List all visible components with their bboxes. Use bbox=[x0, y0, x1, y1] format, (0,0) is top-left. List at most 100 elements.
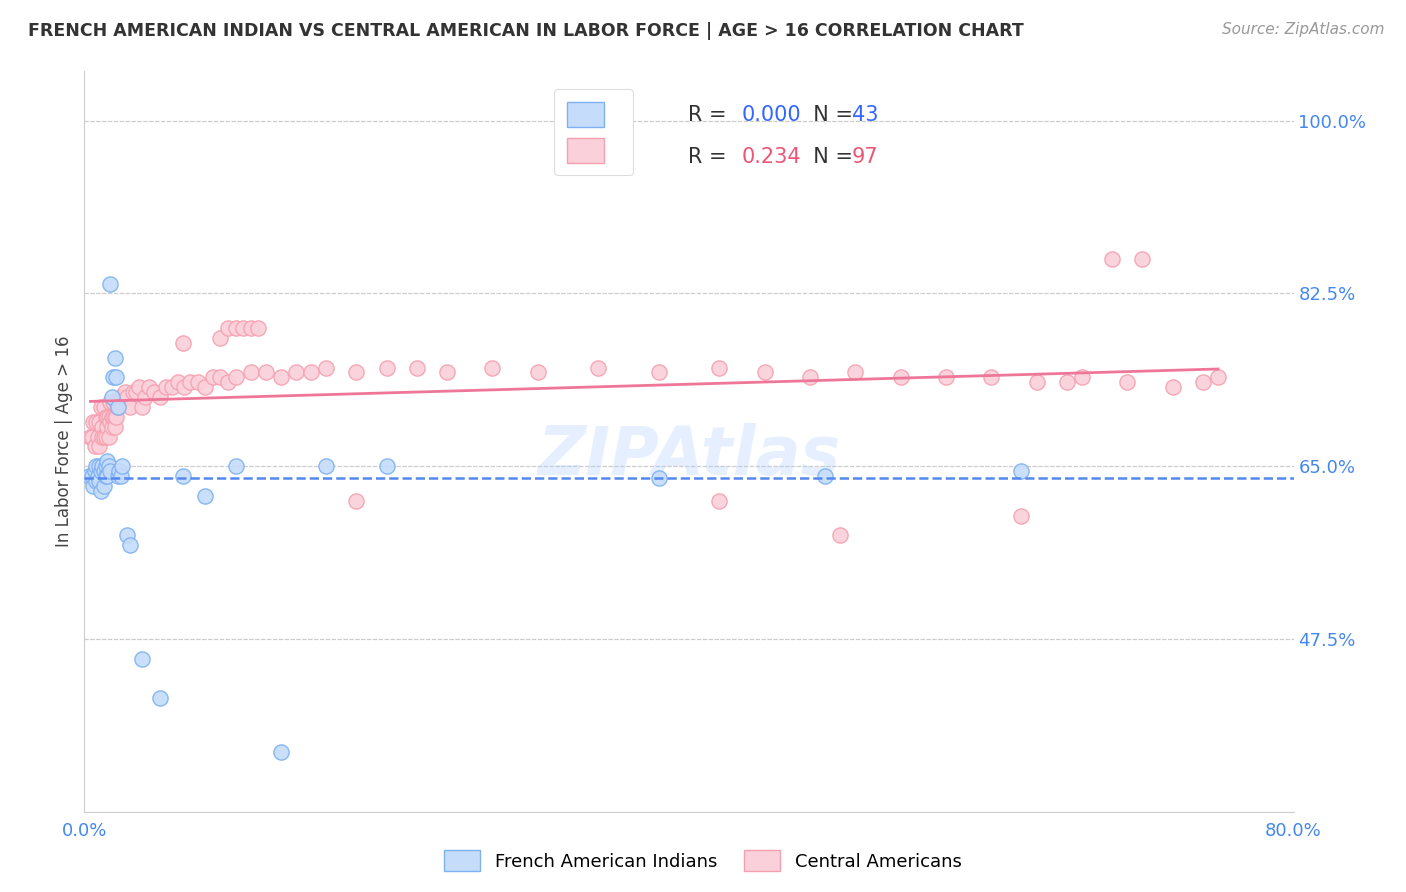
Point bbox=[131, 400, 153, 414]
Point bbox=[225, 459, 247, 474]
Point bbox=[100, 409, 122, 424]
Point bbox=[814, 469, 837, 483]
Point bbox=[138, 380, 160, 394]
Point bbox=[830, 528, 852, 542]
Y-axis label: In Labor Force | Age > 16: In Labor Force | Age > 16 bbox=[55, 335, 73, 548]
Point bbox=[588, 360, 610, 375]
Text: 97: 97 bbox=[852, 147, 879, 167]
Point bbox=[1161, 380, 1184, 394]
Point bbox=[94, 429, 117, 443]
Point bbox=[97, 409, 120, 424]
Point bbox=[98, 464, 121, 478]
Point bbox=[100, 419, 122, 434]
Point bbox=[118, 400, 141, 414]
Point bbox=[239, 366, 262, 380]
Point bbox=[527, 366, 550, 380]
Point bbox=[111, 390, 134, 404]
Point bbox=[77, 469, 100, 483]
Point bbox=[270, 370, 292, 384]
Legend: French American Indians, Central Americans: French American Indians, Central America… bbox=[437, 843, 969, 879]
Point bbox=[96, 409, 118, 424]
Point bbox=[315, 360, 337, 375]
Text: Source: ZipAtlas.com: Source: ZipAtlas.com bbox=[1222, 22, 1385, 37]
Point bbox=[90, 464, 112, 478]
Point bbox=[89, 474, 111, 488]
Point bbox=[131, 651, 153, 665]
Point bbox=[209, 370, 232, 384]
Point bbox=[108, 395, 131, 409]
Point bbox=[118, 538, 141, 552]
Point bbox=[799, 370, 821, 384]
Point bbox=[86, 415, 108, 429]
Point bbox=[194, 489, 217, 503]
Text: ZIPAtlas: ZIPAtlas bbox=[537, 424, 841, 490]
Point bbox=[96, 469, 118, 483]
Point bbox=[346, 493, 368, 508]
Point bbox=[93, 479, 115, 493]
Point bbox=[98, 277, 121, 291]
Point bbox=[270, 746, 292, 760]
Point bbox=[346, 366, 368, 380]
Text: 43: 43 bbox=[852, 105, 879, 125]
Point bbox=[1071, 370, 1094, 384]
Point bbox=[112, 390, 135, 404]
Point bbox=[121, 385, 143, 400]
Point bbox=[96, 419, 118, 434]
Point bbox=[94, 409, 117, 424]
Point bbox=[481, 360, 503, 375]
Point bbox=[86, 474, 108, 488]
Point bbox=[93, 429, 115, 443]
Point bbox=[232, 321, 254, 335]
Point bbox=[149, 691, 172, 706]
Point bbox=[96, 454, 118, 468]
Point bbox=[160, 380, 183, 394]
Point bbox=[709, 493, 731, 508]
Point bbox=[93, 400, 115, 414]
Point bbox=[80, 469, 103, 483]
Point bbox=[201, 370, 224, 384]
Point bbox=[98, 415, 121, 429]
Point bbox=[754, 366, 776, 380]
Point bbox=[225, 321, 247, 335]
Point bbox=[86, 459, 108, 474]
Point bbox=[315, 459, 337, 474]
Point bbox=[115, 390, 138, 404]
Point bbox=[844, 366, 866, 380]
Point bbox=[82, 415, 104, 429]
Point bbox=[128, 380, 150, 394]
Point bbox=[90, 400, 112, 414]
Point bbox=[254, 366, 277, 380]
Point bbox=[1011, 508, 1033, 523]
Text: R =: R = bbox=[689, 147, 734, 167]
Point bbox=[239, 321, 262, 335]
Point bbox=[110, 390, 132, 404]
Point bbox=[1025, 376, 1047, 390]
Point bbox=[104, 409, 127, 424]
Point bbox=[187, 376, 209, 390]
Point bbox=[217, 321, 239, 335]
Point bbox=[209, 331, 232, 345]
Point bbox=[125, 385, 148, 400]
Point bbox=[100, 390, 122, 404]
Point bbox=[172, 335, 194, 350]
Point bbox=[80, 429, 103, 443]
Point bbox=[105, 395, 128, 409]
Point bbox=[84, 464, 107, 478]
Point bbox=[375, 459, 398, 474]
Point bbox=[935, 370, 957, 384]
Point bbox=[91, 419, 114, 434]
Text: N =: N = bbox=[800, 105, 859, 125]
Point bbox=[89, 415, 111, 429]
Point bbox=[225, 370, 247, 384]
Point bbox=[89, 440, 111, 454]
Point bbox=[709, 360, 731, 375]
Point bbox=[108, 464, 131, 478]
Point bbox=[142, 385, 165, 400]
Point bbox=[104, 351, 127, 365]
Text: 0.234: 0.234 bbox=[741, 147, 801, 167]
Point bbox=[105, 409, 128, 424]
Point bbox=[1011, 464, 1033, 478]
Point bbox=[89, 459, 111, 474]
Point bbox=[101, 370, 124, 384]
Point bbox=[91, 429, 114, 443]
